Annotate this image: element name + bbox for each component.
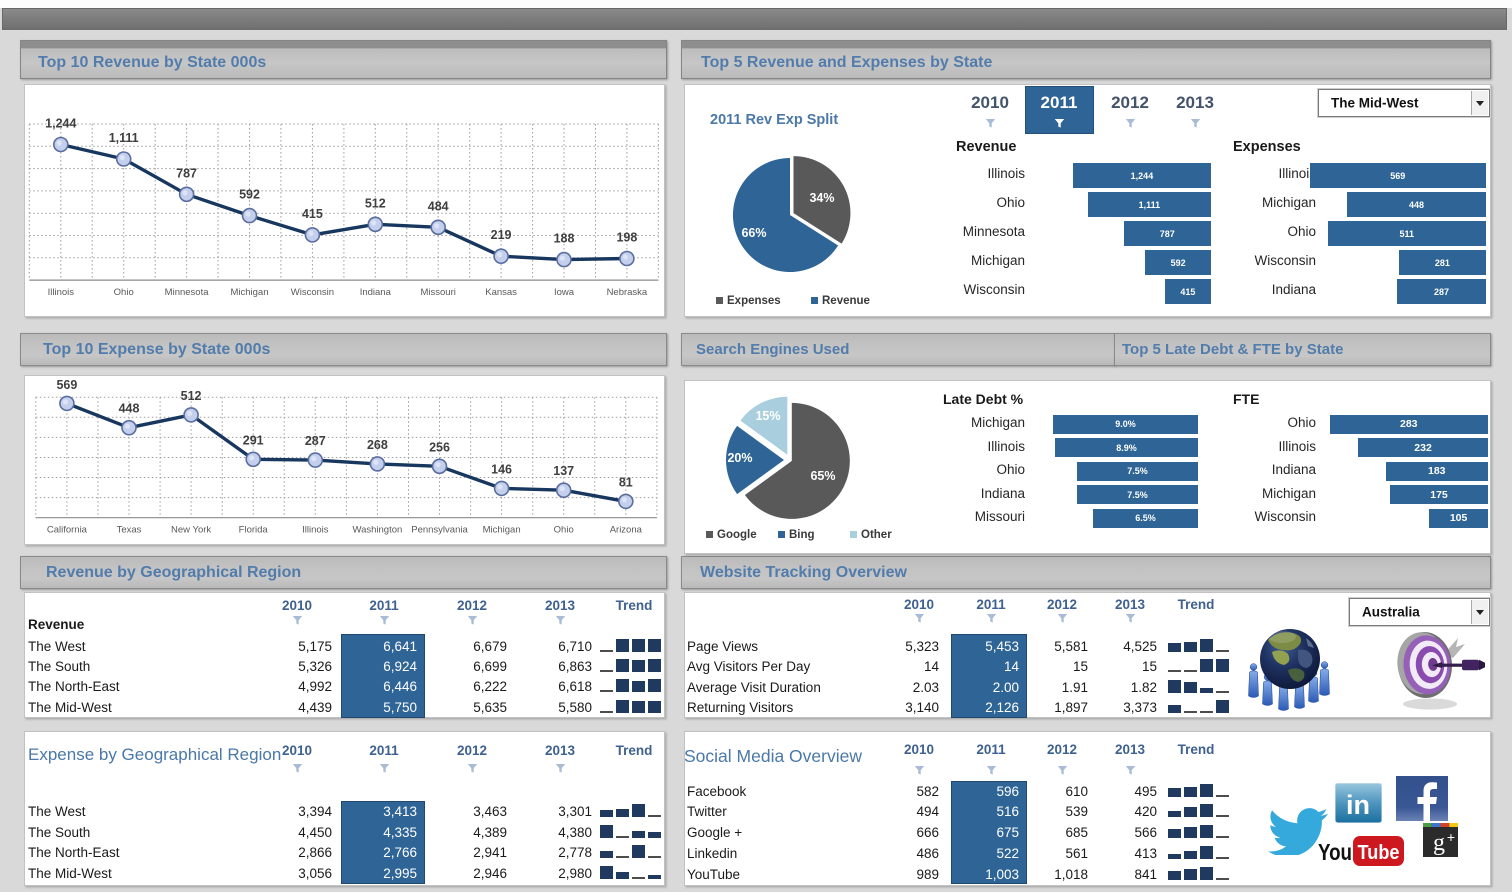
svg-text:Ohio: Ohio <box>554 525 574 536</box>
svg-text:1,111: 1,111 <box>109 131 139 145</box>
svg-text:Bing: Bing <box>789 529 815 541</box>
svg-text:Tube: Tube <box>1358 842 1400 864</box>
svg-text:Other: Other <box>861 529 892 541</box>
svg-text:268: 268 <box>367 438 388 452</box>
svg-text:484: 484 <box>428 199 449 213</box>
svg-text:65%: 65% <box>810 469 835 483</box>
svg-text:Michigan: Michigan <box>483 525 521 536</box>
svg-text:+: + <box>1447 829 1455 845</box>
svg-text:Pennsylvania: Pennsylvania <box>411 525 468 536</box>
svg-text:512: 512 <box>181 389 202 403</box>
svg-text:Illinois: Illinois <box>48 287 75 298</box>
svg-text:219: 219 <box>491 228 512 242</box>
svg-text:Washington: Washington <box>352 525 402 536</box>
svg-text:146: 146 <box>491 462 512 476</box>
svg-text:Iowa: Iowa <box>554 287 575 298</box>
svg-text:81: 81 <box>619 475 633 489</box>
svg-text:787: 787 <box>176 166 197 180</box>
svg-text:Wisconsin: Wisconsin <box>291 287 334 298</box>
svg-text:592: 592 <box>239 188 260 202</box>
svg-text:Revenue: Revenue <box>822 295 870 307</box>
svg-text:Ohio: Ohio <box>114 287 134 298</box>
svg-text:in: in <box>1346 790 1370 820</box>
svg-text:415: 415 <box>302 207 323 221</box>
svg-text:Florida: Florida <box>239 525 269 536</box>
svg-text:512: 512 <box>365 196 386 210</box>
svg-text:Minnesota: Minnesota <box>165 287 210 298</box>
svg-text:137: 137 <box>553 464 574 478</box>
svg-text:1,244: 1,244 <box>45 117 76 131</box>
svg-text:g: g <box>1433 830 1445 856</box>
svg-text:Kansas: Kansas <box>485 287 517 298</box>
svg-text:Illinois: Illinois <box>302 525 329 536</box>
svg-text:Nebraska: Nebraska <box>607 287 648 298</box>
svg-text:Indiana: Indiana <box>360 287 392 298</box>
svg-text:448: 448 <box>119 402 140 416</box>
svg-text:California: California <box>47 525 88 536</box>
svg-text:66%: 66% <box>741 226 766 240</box>
svg-text:Google: Google <box>717 529 757 541</box>
svg-text:15%: 15% <box>755 409 780 423</box>
svg-text:287: 287 <box>305 434 326 448</box>
svg-text:20%: 20% <box>727 451 752 465</box>
svg-text:198: 198 <box>616 231 637 245</box>
svg-text:Michigan: Michigan <box>230 287 268 298</box>
svg-text:291: 291 <box>243 433 264 447</box>
svg-text:188: 188 <box>554 232 575 246</box>
svg-text:569: 569 <box>56 378 77 392</box>
svg-text:Missouri: Missouri <box>421 287 456 298</box>
svg-text:256: 256 <box>429 440 450 454</box>
svg-text:Texas: Texas <box>117 525 142 536</box>
svg-text:You: You <box>1318 839 1352 865</box>
svg-text:Expenses: Expenses <box>727 295 781 307</box>
svg-text:34%: 34% <box>809 191 834 205</box>
svg-text:Arizona: Arizona <box>610 525 643 536</box>
svg-text:New York: New York <box>171 525 211 536</box>
